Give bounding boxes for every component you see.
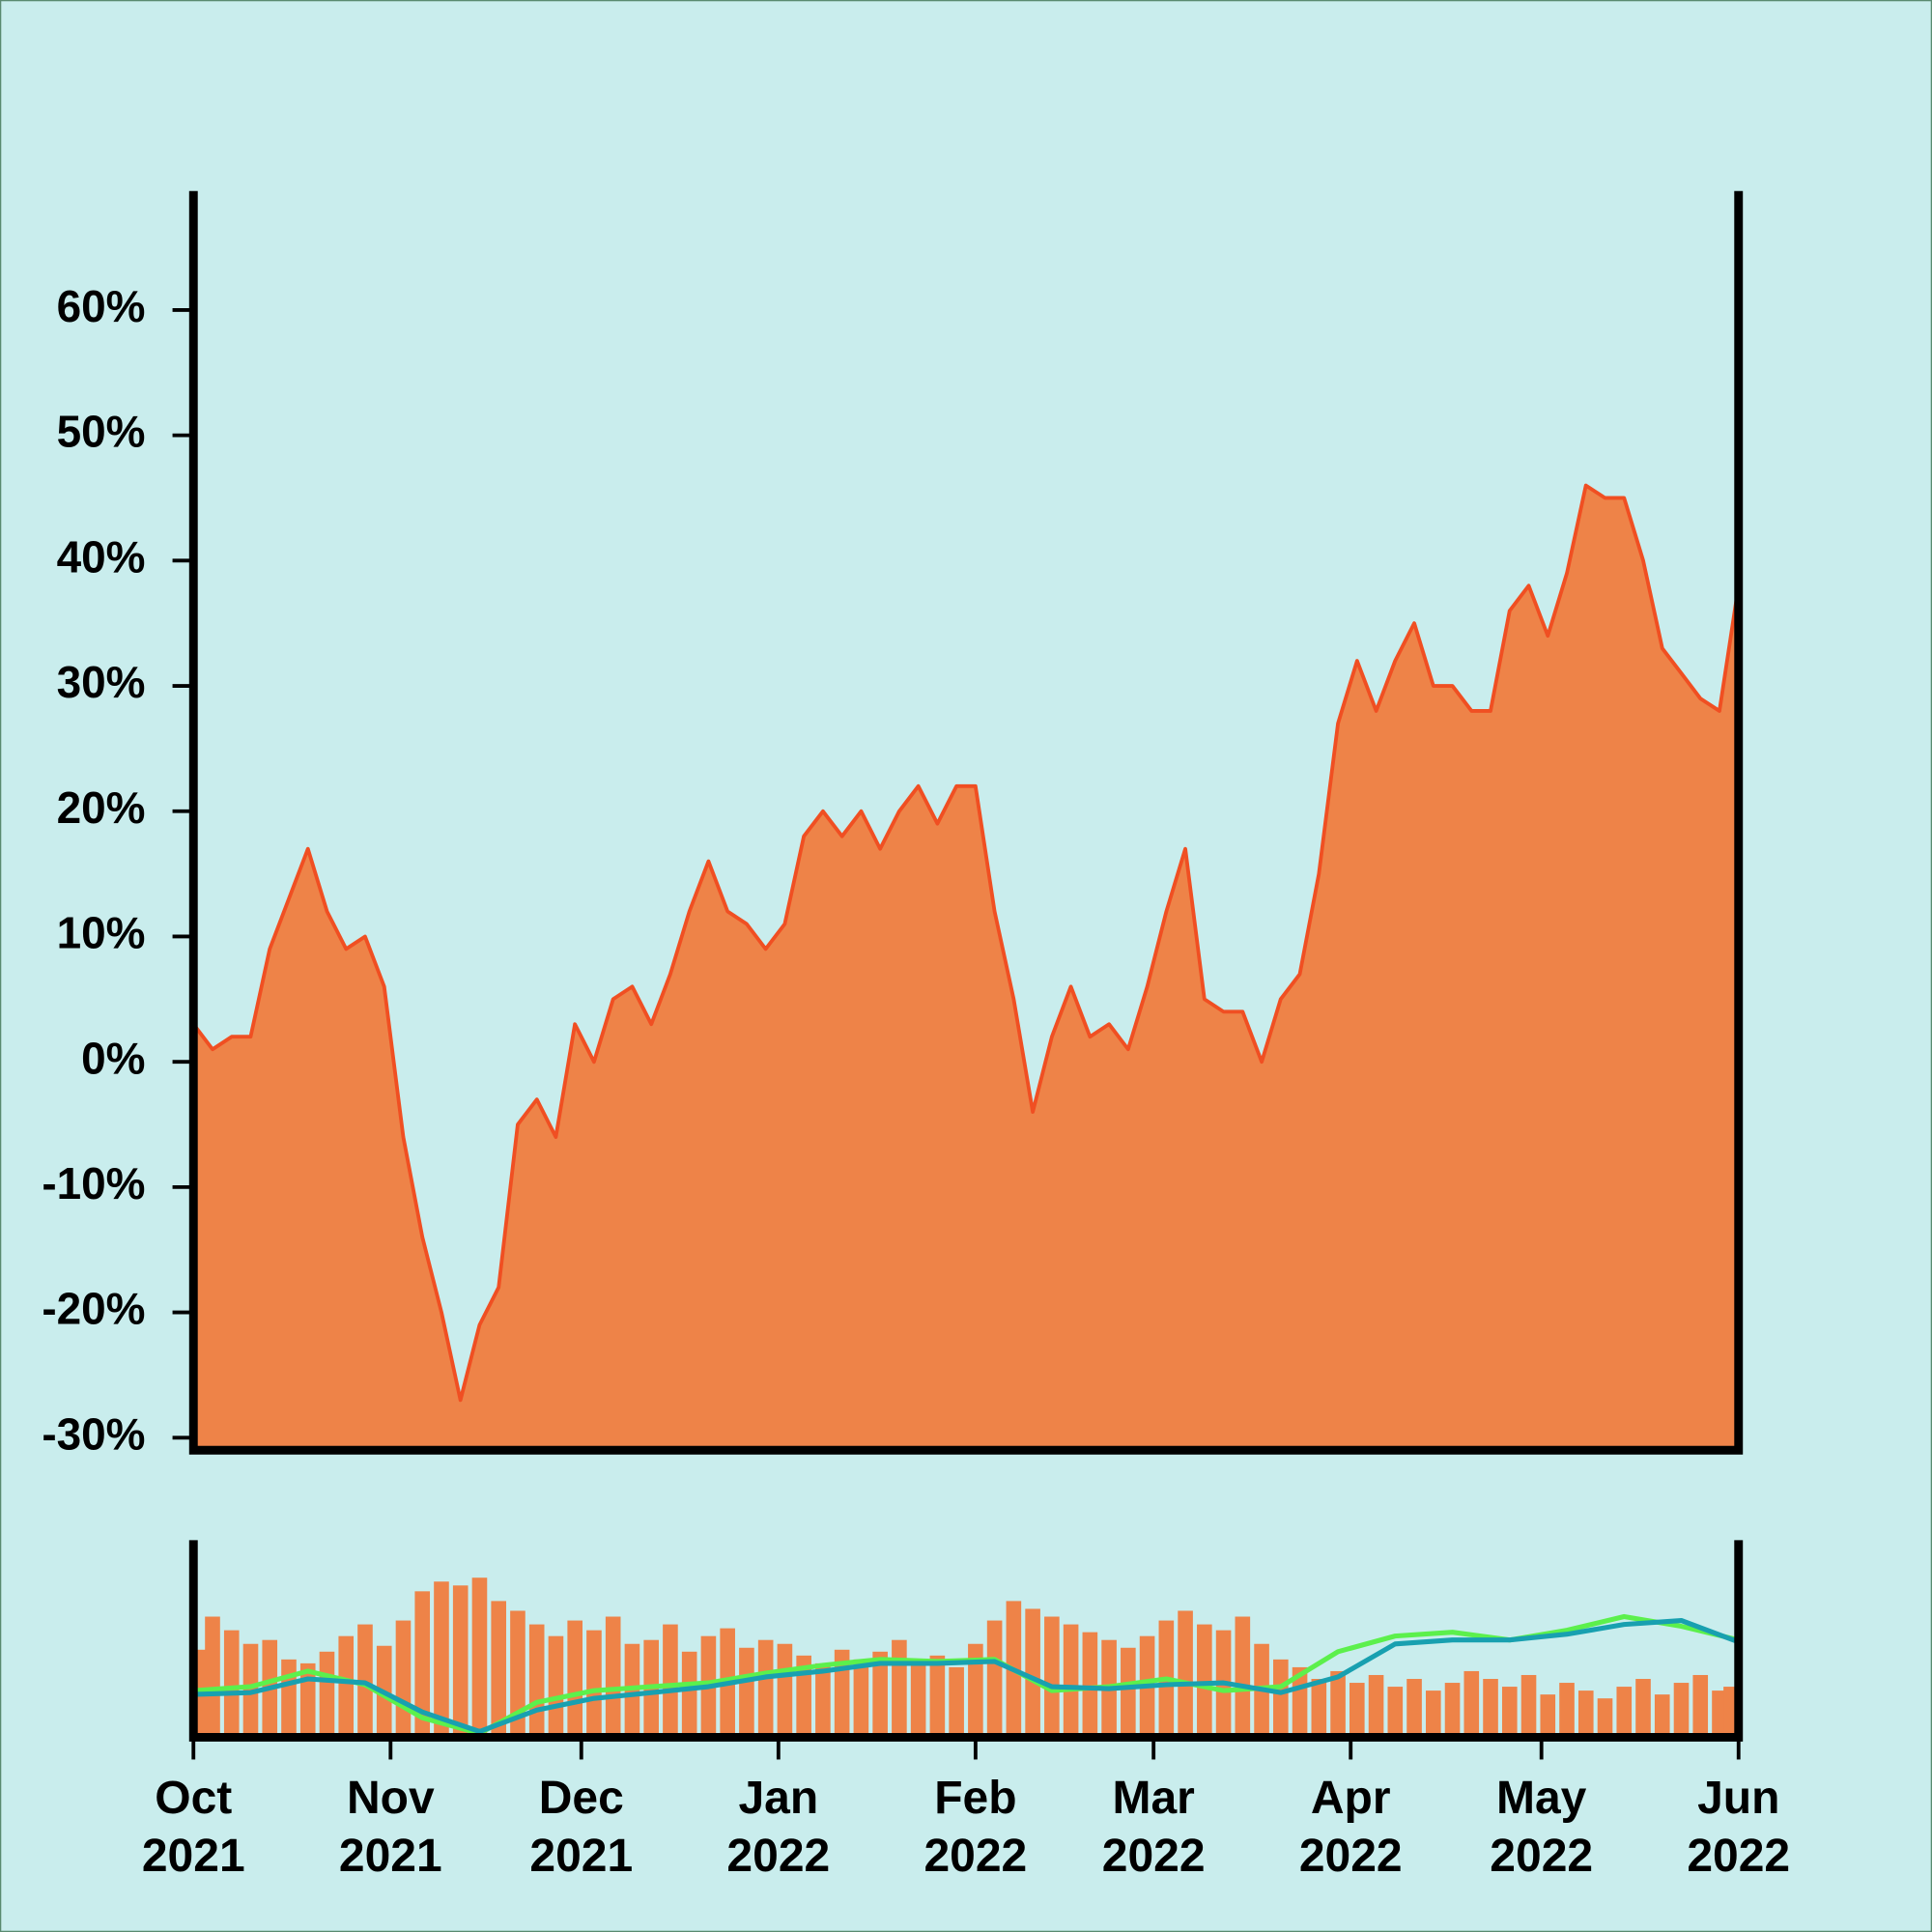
volume-bar xyxy=(1425,1690,1441,1738)
price-line xyxy=(191,483,1741,1403)
y-tick-label: 60% xyxy=(57,281,146,331)
x-tick-label: Mar 2022 xyxy=(1101,1773,1206,1882)
volume-bar xyxy=(910,1662,926,1738)
axes xyxy=(188,1540,1744,1742)
volume-bar xyxy=(815,1662,831,1738)
area xyxy=(193,485,1739,1451)
volume-bar xyxy=(434,1581,449,1738)
volume-bar xyxy=(319,1651,335,1738)
y-tick-label: -10% xyxy=(42,1158,145,1208)
volume-bar xyxy=(605,1616,621,1738)
volume-bar xyxy=(1540,1694,1556,1738)
x-tick-label: Jun 2022 xyxy=(1687,1773,1791,1882)
volume-bar xyxy=(471,1577,488,1738)
volume-bar xyxy=(1368,1674,1384,1738)
volume-bar xyxy=(929,1655,946,1738)
volume-bar xyxy=(834,1649,850,1738)
volume-bar xyxy=(414,1591,431,1738)
volume-bar xyxy=(281,1659,297,1738)
moving-average xyxy=(193,1618,1740,1735)
x-tick-label: Nov 2021 xyxy=(338,1773,442,1882)
volume-bar xyxy=(892,1639,907,1738)
volume-bar xyxy=(1197,1624,1212,1738)
volume-bar xyxy=(1406,1679,1422,1738)
x-tick-label: Jan 2022 xyxy=(726,1773,831,1882)
volume-bar xyxy=(586,1630,602,1738)
volume-bar xyxy=(1025,1608,1040,1738)
volume-bar xyxy=(968,1643,983,1738)
y-tick-label: 0% xyxy=(81,1033,145,1083)
volume-bar xyxy=(205,1616,220,1738)
volume-bar xyxy=(1350,1683,1365,1738)
x-tick-label: Apr 2022 xyxy=(1298,1773,1403,1882)
volume-bar xyxy=(395,1620,412,1738)
volume-bar xyxy=(1063,1624,1079,1738)
volume-bar xyxy=(1635,1679,1651,1738)
y-tick-label: -30% xyxy=(42,1408,145,1459)
volume-bar xyxy=(1311,1679,1327,1738)
volume-bar xyxy=(986,1620,1003,1738)
volume-bar xyxy=(872,1651,888,1738)
volume-bar xyxy=(1577,1690,1594,1738)
volume-bar xyxy=(1483,1679,1498,1738)
volume-bar xyxy=(1463,1670,1480,1738)
volume-bar xyxy=(739,1647,754,1738)
y-tick-label: 10% xyxy=(57,908,146,958)
volume-bar xyxy=(1444,1683,1461,1738)
y-tick-label: 40% xyxy=(57,531,146,582)
volume-bar xyxy=(1501,1687,1518,1738)
volume-bar xyxy=(1178,1610,1193,1738)
volume-bar xyxy=(567,1620,582,1738)
x-tick-label: Feb 2022 xyxy=(923,1773,1028,1882)
volume-bar xyxy=(757,1639,774,1738)
volume-bar xyxy=(510,1610,526,1738)
volume-bar xyxy=(796,1655,811,1738)
volume-bar xyxy=(949,1666,964,1738)
y-tick-label: -20% xyxy=(42,1284,145,1334)
volume-bar xyxy=(1673,1683,1690,1738)
volume-bar xyxy=(681,1651,697,1738)
volume-bar xyxy=(777,1643,793,1738)
volume-bar xyxy=(1235,1616,1251,1738)
volume-bar xyxy=(1387,1687,1404,1738)
x-tick-label: Dec 2021 xyxy=(529,1773,634,1882)
x-tick-label: Oct 2021 xyxy=(141,1773,245,1882)
volume-bar xyxy=(548,1635,564,1738)
y-tick-label: 30% xyxy=(57,657,146,707)
volume-bar xyxy=(663,1624,678,1738)
volume-bar xyxy=(1597,1698,1613,1738)
volume-bar xyxy=(1082,1632,1098,1738)
volume-bar xyxy=(1121,1647,1136,1738)
volume-bar xyxy=(1044,1616,1060,1738)
volume-bar xyxy=(1520,1674,1537,1738)
axes xyxy=(188,190,1744,1455)
y-tick-label: 50% xyxy=(57,407,146,457)
volume-bar xyxy=(528,1624,545,1738)
volume-bar xyxy=(1616,1687,1633,1738)
volume-bar xyxy=(338,1635,355,1738)
volume-bar xyxy=(1273,1659,1289,1738)
volume-bar xyxy=(1692,1674,1709,1738)
volume-bar xyxy=(491,1601,507,1738)
volume-bar xyxy=(223,1630,240,1738)
volume-bar xyxy=(1330,1670,1346,1738)
y-tick-label: 20% xyxy=(57,782,146,833)
volume-bar xyxy=(1654,1694,1670,1738)
volume-bar xyxy=(1559,1683,1575,1738)
x-tick-label: May 2022 xyxy=(1490,1773,1594,1882)
volume-bar xyxy=(452,1585,469,1738)
volume-bar xyxy=(624,1643,640,1738)
volume-bar xyxy=(1712,1690,1727,1738)
volume-bar xyxy=(853,1659,869,1738)
